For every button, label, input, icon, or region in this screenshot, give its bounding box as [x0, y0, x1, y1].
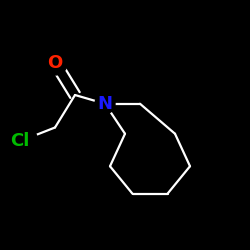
Circle shape: [2, 124, 37, 159]
Text: O: O: [48, 54, 62, 72]
Circle shape: [42, 50, 68, 75]
Text: Cl: Cl: [10, 132, 30, 150]
Text: N: N: [98, 95, 112, 113]
Circle shape: [95, 94, 115, 114]
